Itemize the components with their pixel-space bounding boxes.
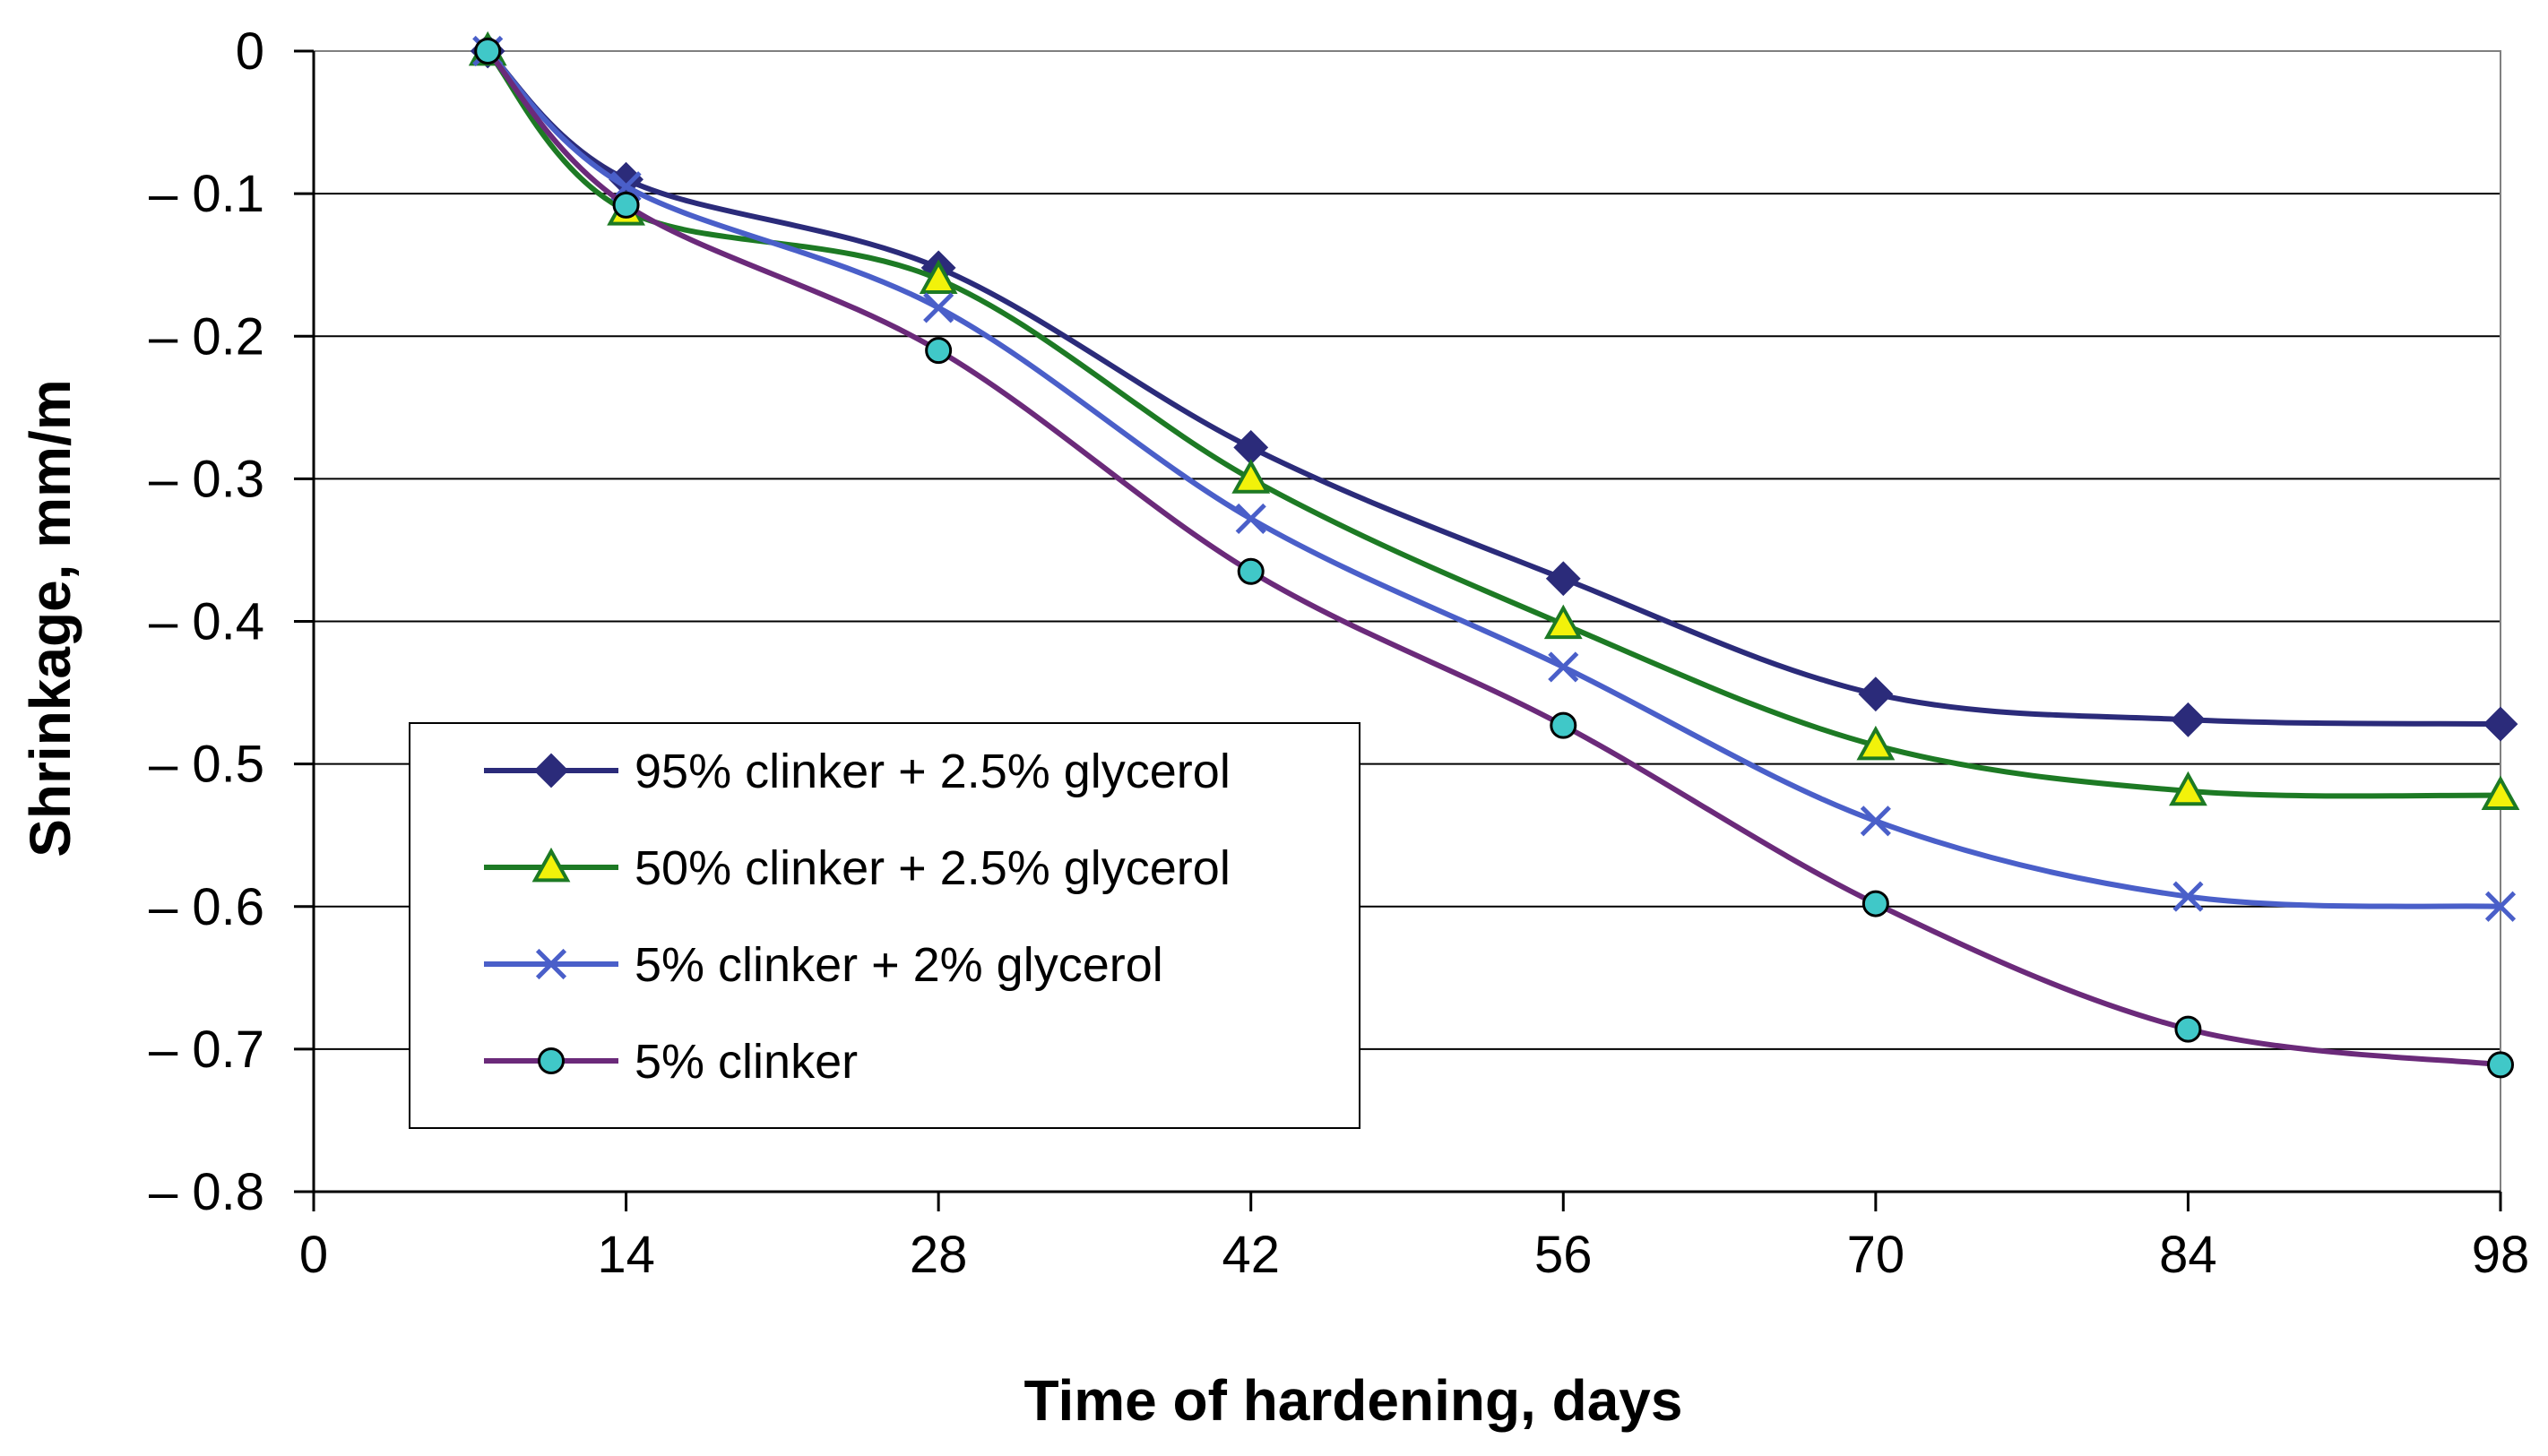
data-point [2171, 702, 2206, 737]
data-point [925, 337, 953, 365]
y-tick-label: – 0.7 [149, 1021, 264, 1079]
x-tick-label: 84 [2159, 1226, 2217, 1284]
series-line [486, 48, 2501, 728]
legend-item: 5% clinker [484, 1035, 858, 1089]
data-point [2169, 771, 2207, 806]
series-4 [474, 38, 2514, 1079]
y-tick-label: – 0.2 [149, 307, 264, 366]
data-point [1861, 890, 1889, 918]
data-point [2487, 1051, 2514, 1079]
y-tick-label: – 0.8 [149, 1163, 264, 1221]
data-point [919, 259, 958, 294]
y-tick-label: – 0.5 [149, 736, 264, 794]
data-point [1860, 806, 1891, 837]
y-tick-label: 0 [236, 22, 264, 81]
legend-marker [535, 948, 567, 980]
series-line [486, 48, 2501, 909]
y-tick-label: – 0.3 [149, 450, 264, 508]
data-point [1856, 725, 1896, 761]
data-point [923, 292, 954, 323]
x-axis-title: Time of hardening, days [1024, 1368, 1683, 1433]
y-axis-title: Shrinkage, mm/m [18, 379, 82, 857]
data-point [2484, 891, 2517, 922]
legend-marker [538, 1047, 565, 1074]
data-point [2483, 706, 2518, 742]
data-point [1548, 651, 1579, 683]
legend-label: 5% clinker + 2% glycerol [635, 938, 1163, 992]
x-marker-stroke [1235, 503, 1266, 534]
x-axis-ticks: 0 14 28 42 56 70 84 98 [299, 1192, 2529, 1284]
y-axis-ticks: 0 – 0.1 – 0.2 – 0.3 – 0.4 – 0.5 – 0.6 – 0.7 – 0.… [149, 22, 314, 1221]
data-point [1235, 503, 1266, 534]
series-line [485, 48, 2501, 1068]
series-line [485, 49, 2501, 799]
y-tick-label: – 0.6 [149, 878, 264, 936]
data-point [1858, 676, 1894, 712]
legend-item: 5% clinker + 2% glycerol [484, 938, 1163, 992]
data-point [1550, 711, 1577, 739]
data-point [474, 38, 502, 65]
data-point [2174, 1015, 2202, 1043]
data-point [1231, 459, 1271, 494]
data-point [1545, 561, 1581, 597]
x-tick-label: 0 [299, 1226, 328, 1284]
y-tick-label: – 0.4 [149, 593, 264, 651]
x-tick-label: 42 [1222, 1226, 1280, 1284]
data-point [1237, 557, 1265, 585]
x-marker-stroke [2484, 891, 2517, 922]
legend-item: 50% clinker + 2.5% glycerol [484, 841, 1231, 895]
data-point [1233, 429, 1269, 465]
data-point [2481, 775, 2520, 811]
y-tick-label: – 0.1 [149, 165, 264, 223]
series-lines [468, 30, 2520, 1079]
legend-item: 95% clinker + 2.5% glycerol [484, 745, 1231, 798]
x-tick-label: 14 [597, 1226, 655, 1284]
data-point [2172, 881, 2204, 912]
x-marker-stroke [2172, 881, 2204, 912]
x-tick-label: 70 [1847, 1226, 1905, 1284]
x-tick-label: 56 [1534, 1226, 1593, 1284]
legend-marker [531, 847, 571, 883]
x-marker-stroke [923, 292, 954, 323]
x-marker-stroke [1548, 651, 1579, 683]
legend-label: 95% clinker + 2.5% glycerol [635, 745, 1231, 798]
data-point [612, 191, 640, 219]
x-marker-stroke [1860, 806, 1891, 837]
legend-marker [533, 753, 569, 788]
series-2 [468, 30, 2520, 811]
data-point [1543, 604, 1583, 640]
legend: 95% clinker + 2.5% glycerol 50% clinker +… [409, 722, 1360, 1129]
x-tick-label: 98 [2472, 1226, 2530, 1284]
legend-label: 50% clinker + 2.5% glycerol [635, 841, 1231, 895]
x-tick-label: 28 [910, 1226, 968, 1284]
legend-label: 5% clinker [635, 1035, 858, 1089]
x-marker-stroke [535, 948, 567, 980]
